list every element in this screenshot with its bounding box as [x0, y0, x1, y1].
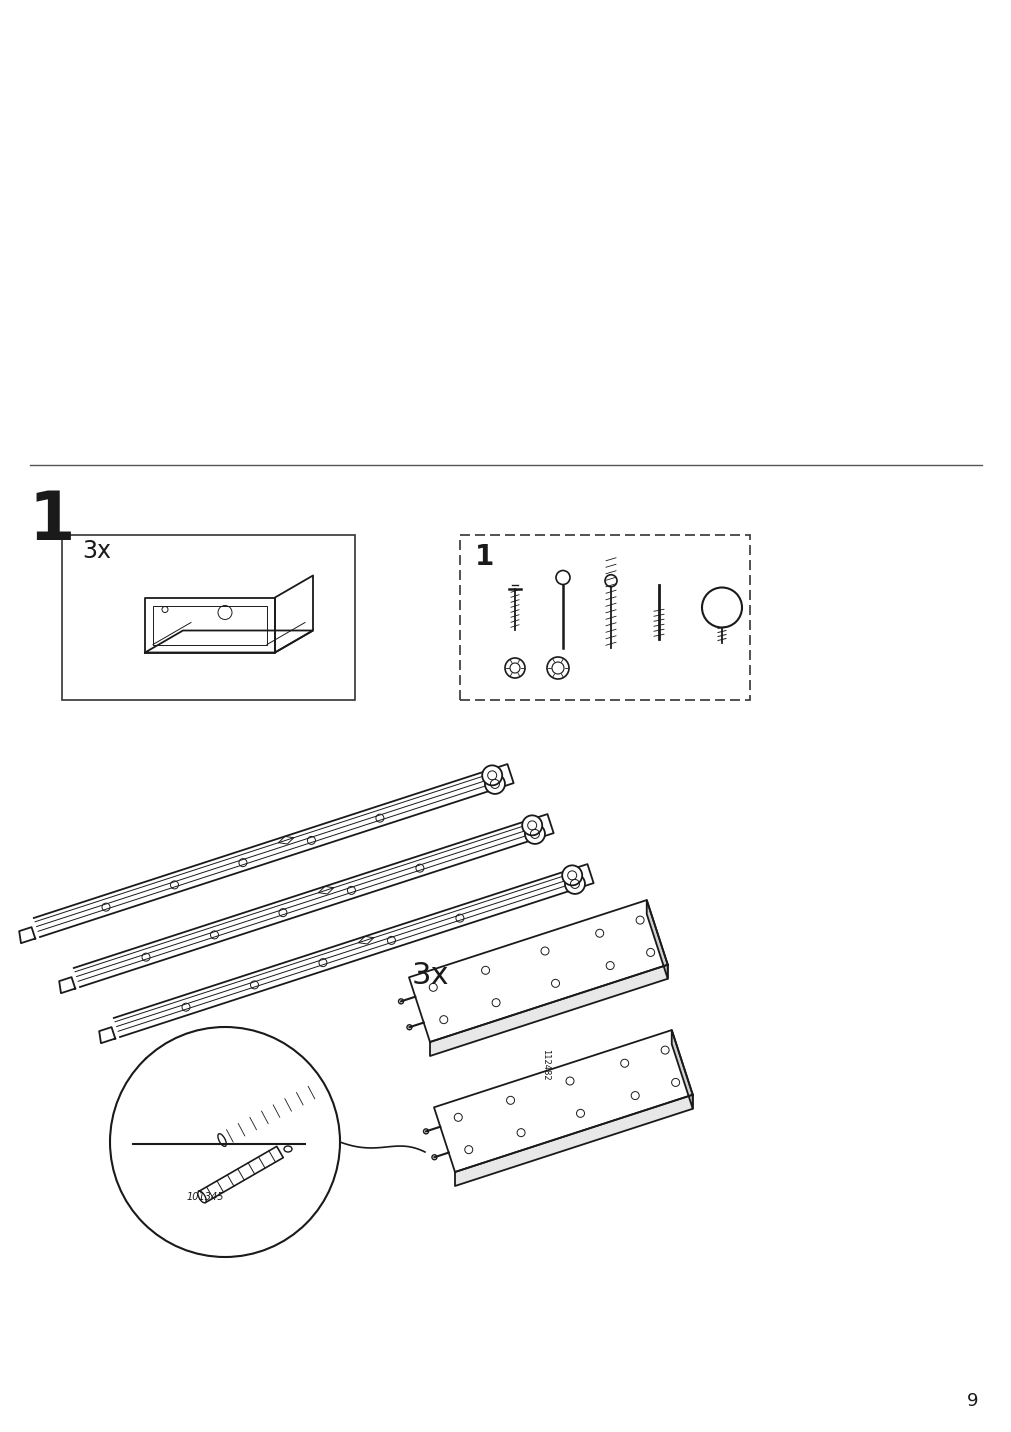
- Text: 9: 9: [966, 1392, 977, 1411]
- Circle shape: [481, 765, 501, 785]
- Polygon shape: [646, 901, 667, 978]
- Bar: [62, 536, 355, 700]
- Text: 112482: 112482: [541, 1050, 550, 1081]
- Circle shape: [562, 865, 581, 885]
- Circle shape: [525, 823, 545, 843]
- Polygon shape: [434, 1030, 693, 1171]
- Polygon shape: [198, 1147, 283, 1203]
- Text: 1: 1: [28, 488, 75, 554]
- Polygon shape: [455, 1094, 693, 1186]
- Polygon shape: [430, 965, 667, 1055]
- Bar: [460, 536, 749, 700]
- Circle shape: [522, 815, 542, 835]
- Polygon shape: [218, 1083, 323, 1146]
- Circle shape: [484, 773, 504, 793]
- Ellipse shape: [217, 1134, 226, 1147]
- Ellipse shape: [198, 1191, 206, 1203]
- Text: 4x: 4x: [137, 1057, 165, 1077]
- Polygon shape: [570, 863, 593, 889]
- Text: 3x: 3x: [82, 538, 111, 563]
- Polygon shape: [408, 901, 667, 1042]
- Text: 1: 1: [474, 543, 493, 571]
- Circle shape: [110, 1027, 340, 1257]
- Text: 3x: 3x: [410, 961, 448, 990]
- Polygon shape: [490, 765, 514, 789]
- Text: 101345: 101345: [186, 1191, 223, 1201]
- Polygon shape: [671, 1030, 693, 1108]
- Polygon shape: [530, 813, 553, 839]
- Circle shape: [564, 874, 584, 894]
